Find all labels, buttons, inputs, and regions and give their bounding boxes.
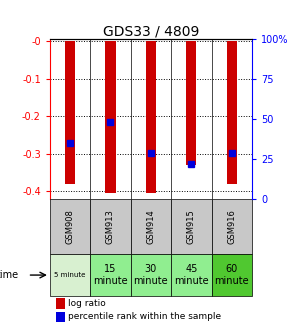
Bar (171, 254, 212, 296)
Text: 45
minute: 45 minute (174, 264, 209, 286)
Bar (90, 254, 131, 296)
Text: GSM908: GSM908 (66, 209, 74, 244)
Bar (50, 199, 90, 254)
Bar (212, 199, 252, 254)
Text: GSM915: GSM915 (187, 209, 196, 244)
Text: GSM916: GSM916 (227, 209, 236, 244)
Bar (56, 298, 65, 309)
Title: GDS33 / 4809: GDS33 / 4809 (103, 24, 199, 38)
Bar (56, 312, 65, 322)
Text: GSM913: GSM913 (106, 209, 115, 244)
Text: log ratio: log ratio (68, 299, 106, 308)
Bar (186, 41, 196, 165)
Text: 5 minute: 5 minute (54, 272, 86, 278)
Bar (146, 41, 156, 193)
Bar (50, 254, 90, 296)
Bar (212, 254, 252, 296)
Text: GSM914: GSM914 (146, 209, 155, 244)
Bar (90, 199, 131, 254)
Text: percentile rank within the sample: percentile rank within the sample (68, 312, 221, 321)
Bar (105, 41, 115, 193)
Text: 60
minute: 60 minute (214, 264, 249, 286)
Text: 30
minute: 30 minute (134, 264, 168, 286)
Text: time: time (0, 270, 18, 280)
Bar (65, 41, 75, 184)
Bar (131, 254, 171, 296)
Bar (171, 199, 212, 254)
Bar (227, 41, 237, 184)
Bar (131, 199, 171, 254)
Text: 15
minute: 15 minute (93, 264, 128, 286)
